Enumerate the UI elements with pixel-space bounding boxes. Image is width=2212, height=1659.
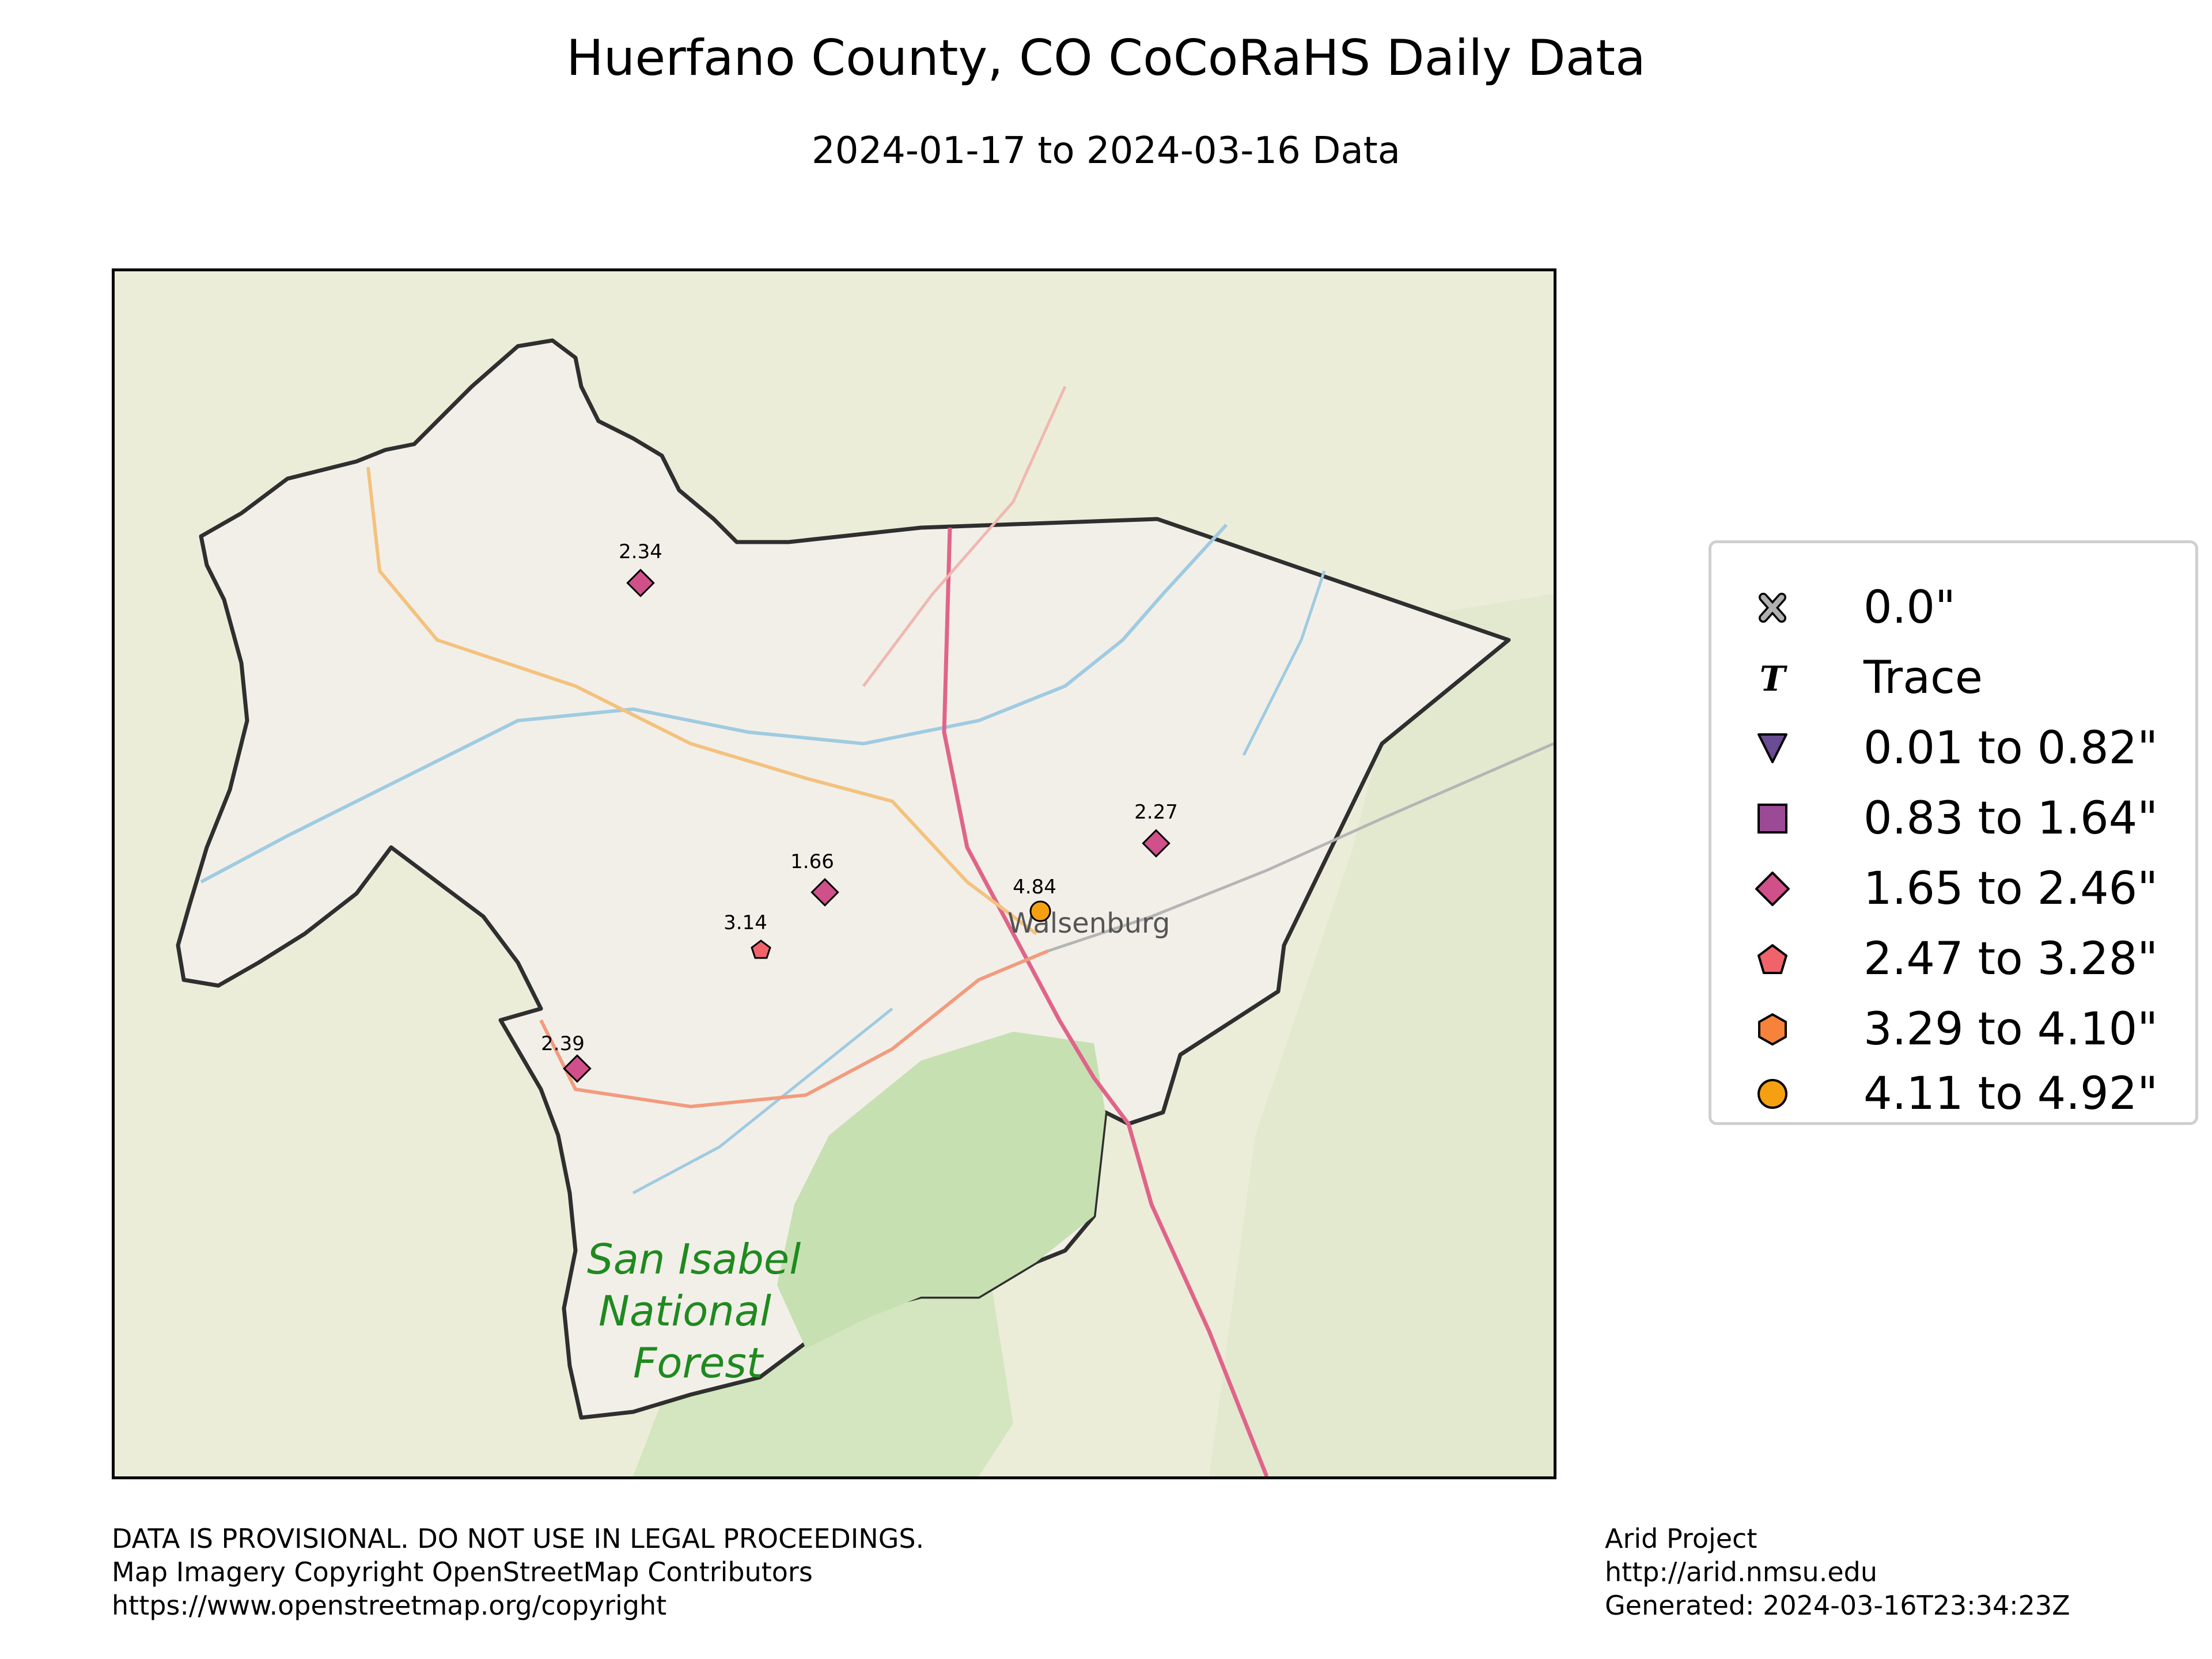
station-marker[interactable]: 4.84 bbox=[1013, 876, 1056, 922]
legend-label: 0.01 to 0.82" bbox=[1863, 722, 2158, 774]
map-panel[interactable]: Walsenburg San Isabel National Forest 2.… bbox=[112, 268, 1556, 1479]
river bbox=[200, 523, 1228, 884]
legend-item: 3.29 to 4.10" bbox=[1711, 995, 2195, 1064]
station-value-label: 2.34 bbox=[619, 540, 662, 563]
creek-south bbox=[632, 1007, 893, 1195]
footer-disclaimer: DATA IS PROVISIONAL. DO NOT USE IN LEGAL… bbox=[112, 1522, 924, 1622]
map-subtitle: 2024-01-17 to 2024-03-16 Data bbox=[812, 130, 1400, 172]
circle-icon bbox=[1758, 1079, 1787, 1109]
footer-generated-timestamp: Generated: 2024-03-16T23:34:23Z bbox=[1605, 1590, 2070, 1621]
station-value-label: 2.27 bbox=[1134, 801, 1178, 824]
legend-label: Trace bbox=[1863, 652, 1983, 704]
footer-project-name: Arid Project bbox=[1605, 1523, 1758, 1554]
triangle-down-icon bbox=[1758, 733, 1787, 763]
road-north bbox=[862, 385, 1067, 687]
footer-disclaimer-line: DATA IS PROVISIONAL. DO NOT USE IN LEGAL… bbox=[112, 1523, 925, 1554]
footer-copyright-link[interactable]: https://www.openstreetmap.org/copyright bbox=[112, 1590, 667, 1621]
square-icon bbox=[1758, 804, 1787, 834]
state-road bbox=[366, 467, 1037, 935]
legend-label: 0.0" bbox=[1863, 582, 1956, 634]
highway-road bbox=[539, 949, 1049, 1109]
legend-item: 0.01 to 0.82" bbox=[1711, 714, 2195, 783]
diamond-icon bbox=[1755, 872, 1790, 906]
forest-label-line2: National bbox=[599, 1287, 771, 1335]
legend-label: 2.47 to 3.28" bbox=[1863, 933, 2158, 985]
forest-label-line3: Forest bbox=[633, 1339, 764, 1387]
station-marker[interactable]: 2.39 bbox=[541, 1032, 592, 1083]
x-icon bbox=[1759, 593, 1786, 623]
station-marker[interactable]: 2.27 bbox=[1134, 801, 1178, 858]
legend-item: 0.83 to 1.64" bbox=[1711, 784, 2195, 853]
legend-item: 4.11 to 4.92" bbox=[1711, 1059, 2195, 1128]
creek bbox=[1242, 570, 1326, 756]
svg-text:T: T bbox=[1760, 661, 1788, 695]
station-value-label: 3.14 bbox=[724, 911, 767, 934]
legend-label: 0.83 to 1.64" bbox=[1863, 793, 2158, 844]
legend: 0.0" T Trace 0.01 to 0.82" 0.83 to 1.64"… bbox=[1709, 540, 2198, 1125]
t-icon: T bbox=[1760, 661, 1788, 695]
legend-label: 3.29 to 4.10" bbox=[1863, 1003, 2158, 1055]
forest-shading bbox=[777, 1032, 1105, 1349]
footer-imagery-line: Map Imagery Copyright OpenStreetMap Cont… bbox=[112, 1556, 813, 1588]
basemap: Walsenburg San Isabel National Forest 2.… bbox=[115, 271, 1554, 1476]
legend-item: 2.47 to 3.28" bbox=[1711, 925, 2195, 994]
rail-line bbox=[1047, 742, 1554, 953]
map-title: Huerfano County, CO CoCoRaHS Daily Data bbox=[566, 29, 1646, 87]
footer-credits: Arid Project http://arid.nmsu.edu Genera… bbox=[1605, 1522, 2070, 1622]
terrain-east bbox=[1209, 594, 1554, 1476]
pentagon-icon bbox=[1758, 944, 1787, 974]
legend-label: 4.11 to 4.92" bbox=[1863, 1068, 2158, 1120]
station-marker[interactable]: 3.14 bbox=[724, 911, 771, 959]
interstate-road bbox=[942, 527, 1269, 1476]
legend-item: 0.0" bbox=[1711, 573, 2195, 642]
station-value-label: 2.39 bbox=[541, 1032, 585, 1055]
legend-item: 1.65 to 2.46" bbox=[1711, 854, 2195, 923]
footer-project-link[interactable]: http://arid.nmsu.edu bbox=[1605, 1556, 1877, 1588]
station-value-label: 1.66 bbox=[790, 850, 834, 873]
forest-label-line1: San Isabel bbox=[587, 1235, 801, 1283]
hexagon-icon bbox=[1758, 1013, 1787, 1046]
station-marker[interactable]: 1.66 bbox=[790, 850, 839, 907]
legend-label: 1.65 to 2.46" bbox=[1863, 863, 2158, 915]
station-value-label: 4.84 bbox=[1013, 876, 1056, 899]
station-marker[interactable]: 2.34 bbox=[619, 540, 662, 597]
legend-item: T Trace bbox=[1711, 643, 2195, 713]
